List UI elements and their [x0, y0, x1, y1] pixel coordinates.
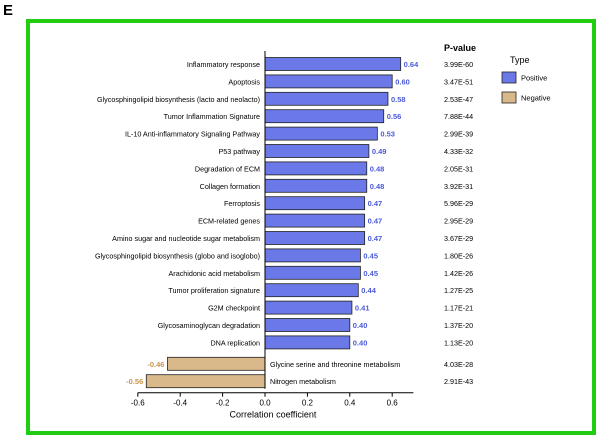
bar [264, 126, 378, 141]
bar [264, 248, 361, 263]
legend-label: Positive [521, 74, 547, 83]
bar [264, 74, 393, 89]
legend-title: Type [510, 55, 530, 65]
bar [264, 109, 385, 124]
chart-frame: P-value Inflammatory response 0.64 3.99E-60… [26, 19, 596, 435]
pvalue-label: 3.99E-60 [444, 60, 473, 69]
category-label: Collagen formation [200, 182, 260, 191]
pvalue-label: 1.13E-20 [444, 338, 473, 347]
pvalue-label: 4.03E-28 [444, 360, 473, 369]
x-tick-label: 0.4 [344, 399, 356, 408]
x-tick-label: -0.2 [216, 399, 230, 408]
pvalue-label: 2.95E-29 [444, 217, 473, 226]
x-tick-label: -0.6 [131, 399, 145, 408]
data-label: -0.46 [147, 360, 164, 369]
category-label: Apoptosis [228, 77, 260, 86]
bar [167, 356, 266, 371]
category-label: ECM-related genes [198, 217, 260, 226]
data-label: 0.40 [353, 321, 368, 330]
panel-label: E [3, 2, 14, 19]
bar [264, 144, 370, 158]
bar [264, 300, 353, 315]
bar-chart: P-value Inflammatory response 0.64 3.99E-60… [95, 43, 551, 420]
category-label: Tumor proliferation signature [168, 286, 260, 295]
bar [264, 213, 366, 228]
category-label: IL-10 Anti-inflammatory Signaling Pathwa… [125, 130, 260, 139]
pvalue-header: P-value [444, 43, 476, 53]
x-tick-label: -0.4 [173, 399, 187, 408]
pvalue-label: 7.88E-44 [444, 112, 473, 121]
bar [264, 283, 359, 298]
data-label: -0.56 [126, 377, 143, 386]
pvalue-label: 2.99E-39 [444, 130, 473, 139]
category-label: Glycosaminoglycan degradation [158, 321, 260, 330]
bar [264, 178, 368, 193]
pvalue-label: 3.92E-31 [444, 182, 473, 191]
data-label: 0.40 [353, 338, 368, 347]
data-label: 0.47 [368, 199, 383, 208]
bar [264, 91, 389, 106]
category-label: P53 pathway [218, 147, 260, 156]
pvalue-label: 1.42E-26 [444, 269, 473, 278]
legend-label: Negative [521, 94, 551, 103]
data-label: 0.47 [368, 217, 383, 226]
category-label: Glycosphingolipid biosynthesis (globo an… [95, 251, 260, 260]
data-label: 0.60 [395, 77, 410, 86]
pvalue-label: 2.91E-43 [444, 377, 473, 386]
bar [264, 318, 351, 332]
pvalue-label: 1.27E-25 [444, 286, 473, 295]
x-tick-label: 0.2 [302, 399, 314, 408]
data-label: 0.58 [391, 95, 406, 104]
pvalue-label: 5.96E-29 [444, 199, 473, 208]
bar [264, 196, 366, 211]
bar [264, 335, 351, 350]
bar [264, 57, 402, 71]
data-label: 0.53 [380, 130, 395, 139]
category-label: G2M checkpoint [208, 304, 260, 313]
category-label: Tumor Inflammation Signature [164, 112, 260, 121]
x-axis-title: Correlation coefficient [230, 410, 317, 420]
x-tick-label: 0.0 [259, 399, 271, 408]
data-label: 0.48 [370, 182, 385, 191]
pvalue-label: 2.05E-31 [444, 164, 473, 173]
category-label: Amino sugar and nucleotide sugar metabol… [112, 234, 260, 243]
data-label: 0.64 [404, 60, 419, 69]
pvalue-label: 3.67E-29 [444, 234, 473, 243]
bar [145, 374, 266, 389]
bar [264, 231, 366, 245]
data-label: 0.47 [368, 234, 383, 243]
category-label: Ferroptosis [224, 199, 260, 208]
category-label: DNA replication [210, 338, 260, 347]
data-label: 0.44 [361, 286, 376, 295]
data-label: 0.45 [363, 251, 378, 260]
data-label: 0.49 [372, 147, 387, 156]
legend-swatch [501, 71, 517, 84]
pvalue-label: 4.33E-32 [444, 147, 473, 156]
category-label: Glycosphingolipid biosynthesis (lacto an… [97, 95, 260, 104]
data-label: 0.45 [363, 269, 378, 278]
data-label: 0.48 [370, 164, 385, 173]
category-label: Inflammatory response [187, 60, 260, 69]
pvalue-label: 1.37E-20 [444, 321, 473, 330]
data-label: 0.41 [355, 304, 370, 313]
legend-swatch [501, 91, 517, 104]
category-label: Glycine serine and threonine metabolism [270, 360, 400, 369]
x-tick-label: 0.6 [387, 399, 399, 408]
bar [264, 161, 368, 176]
pvalue-label: 1.17E-21 [444, 304, 473, 313]
pvalue-label: 3.47E-51 [444, 77, 473, 86]
pvalue-label: 2.53E-47 [444, 95, 473, 104]
data-label: 0.56 [387, 112, 402, 121]
pvalue-label: 1.80E-26 [444, 251, 473, 260]
bar [264, 265, 361, 280]
category-label: Arachidonic acid metabolism [169, 269, 260, 278]
category-label: Nitrogen metabolism [270, 377, 336, 386]
category-label: Degradation of ECM [195, 164, 260, 173]
